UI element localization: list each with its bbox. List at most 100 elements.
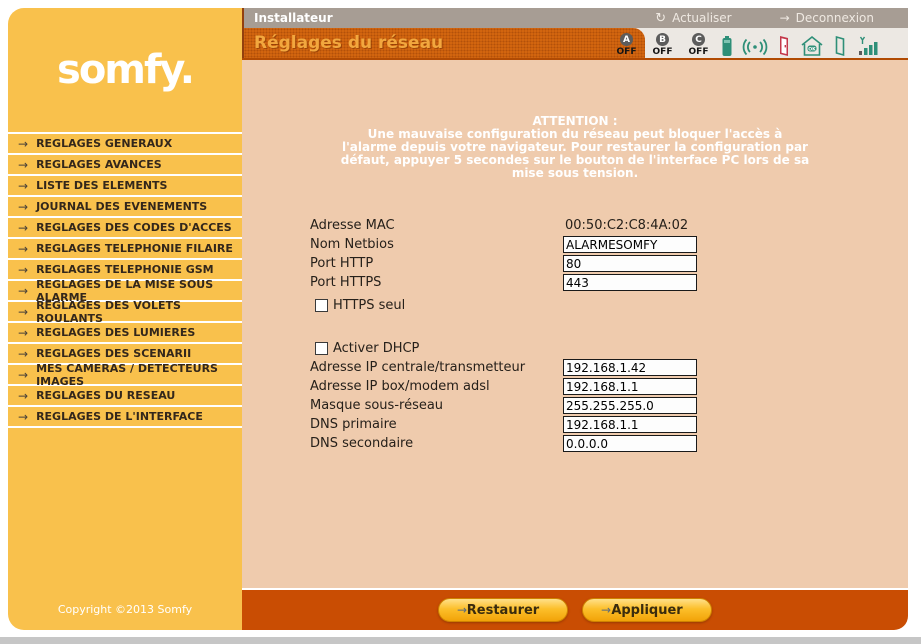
netbios-input[interactable] <box>563 236 697 253</box>
restore-button-label: Restaurer <box>466 602 540 618</box>
warning-title: ATTENTION : <box>532 114 618 128</box>
sidebar-item-label: REGLAGES DES SCENARII <box>36 347 192 360</box>
topbar: Installateur Actualiser Deconnexion <box>242 8 908 28</box>
horizontal-scrollbar[interactable] <box>0 637 921 644</box>
sidebar-item-label: REGLAGES DU RESEAU <box>36 389 176 402</box>
sidebar-item-reglages-generaux[interactable]: REGLAGES GENERAUX <box>8 134 242 155</box>
door-alert-icon <box>777 35 791 57</box>
zone-b-icon: B <box>656 33 669 46</box>
apply-button[interactable]: Appliquer <box>582 598 712 622</box>
subnet-mask-row: Masque sous-réseau <box>242 396 908 415</box>
arrow-right-icon <box>780 11 790 25</box>
arrow-right-icon <box>601 603 611 617</box>
sidebar-item-volets-roulants[interactable]: REGLAGES DES VOLETS ROULANTS <box>8 298 242 325</box>
sidebar-item-telephonie-gsm[interactable]: REGLAGES TELEPHONIE GSM <box>8 260 242 281</box>
sidebar-item-codes-acces[interactable]: REGLAGES DES CODES D'ACCES <box>8 218 242 239</box>
netbios-row: Nom Netbios <box>242 235 908 254</box>
refresh-label: Actualiser <box>672 11 732 25</box>
restore-button[interactable]: Restaurer <box>438 598 568 622</box>
sidebar-item-mise-sous-alarme[interactable]: REGLAGES DE LA MISE SOUS ALARME <box>8 278 242 304</box>
gateway-ip-label: Adresse IP box/modem adsl <box>310 379 490 394</box>
https-port-label: Port HTTPS <box>310 275 382 290</box>
dns-primary-input[interactable] <box>563 416 697 433</box>
zone-c-icon: C <box>692 33 705 46</box>
sidebar-item-journal-des-evenements[interactable]: JOURNAL DES EVENEMENTS <box>8 197 242 218</box>
https-only-checkbox[interactable] <box>315 299 328 312</box>
sidebar-item-label: REGLAGES DES VOLETS ROULANTS <box>36 298 181 325</box>
gateway-ip-row: Adresse IP box/modem adsl <box>242 377 908 396</box>
svg-text:OK: OK <box>808 46 816 52</box>
arrow-right-icon <box>18 179 28 193</box>
arrow-right-icon <box>18 347 28 361</box>
zone-a-status: A OFF <box>613 33 640 57</box>
central-ip-input[interactable] <box>563 359 697 376</box>
action-bar: Restaurer Appliquer <box>242 588 908 630</box>
network-settings-panel: ATTENTION : Une mauvaise configuration d… <box>242 60 908 588</box>
user-role-label: Installateur <box>254 11 333 25</box>
dns-primary-label: DNS primaire <box>310 417 397 432</box>
arrow-right-icon <box>18 242 28 256</box>
dhcp-checkbox[interactable] <box>315 342 328 355</box>
sidebar-item-label: LISTE DES ELEMENTS <box>36 179 168 192</box>
central-ip-label: Adresse IP centrale/transmetteur <box>310 360 526 375</box>
refresh-icon <box>655 11 666 26</box>
zone-b-status: B OFF <box>649 33 676 57</box>
sidebar-item-cameras-detecteurs[interactable]: MES CAMERAS / DETECTEURS IMAGES <box>8 361 242 388</box>
https-only-label: HTTPS seul <box>333 298 406 313</box>
https-port-input[interactable] <box>563 274 697 291</box>
warning-block: ATTENTION : Une mauvaise configuration d… <box>340 115 810 180</box>
apply-button-label: Appliquer <box>611 602 683 618</box>
gateway-ip-input[interactable] <box>563 378 697 395</box>
page-title-tab: Réglages du réseau <box>242 28 645 58</box>
somfy-logo: somfy. <box>57 47 195 93</box>
sidebar-item-label: REGLAGES TELEPHONIE GSM <box>36 263 214 276</box>
sidebar-item-reglages-avances[interactable]: REGLAGES AVANCES <box>8 155 242 176</box>
arrow-right-icon <box>18 410 28 424</box>
dns-secondary-label: DNS secondaire <box>310 436 414 451</box>
header-row: Réglages du réseau A OFF B OFF C OFF <box>242 28 908 60</box>
arrow-right-icon <box>18 158 28 172</box>
sidebar-item-label: MES CAMERAS / DETECTEURS IMAGES <box>36 361 218 388</box>
mac-address-row: Adresse MAC 00:50:C2:C8:4A:02 <box>242 216 908 235</box>
arrow-right-icon <box>18 389 28 403</box>
arrow-right-icon <box>18 284 28 298</box>
logout-link[interactable]: Deconnexion <box>780 11 874 25</box>
subnet-mask-label: Masque sous-réseau <box>310 398 444 413</box>
sidebar-item-label: REGLAGES AVANCES <box>36 158 162 171</box>
arrow-right-icon <box>457 603 467 617</box>
central-ip-row: Adresse IP centrale/transmetteur <box>242 358 908 377</box>
copyright-text: Copyright ©2013 Somfy <box>57 603 193 616</box>
zone-c-state: OFF <box>688 47 709 57</box>
arrow-right-icon <box>18 263 28 277</box>
sidebar-item-label: JOURNAL DES EVENEMENTS <box>36 200 208 213</box>
refresh-link[interactable]: Actualiser <box>655 11 732 26</box>
zone-a-icon: A <box>620 33 633 46</box>
network-form: Adresse MAC 00:50:C2:C8:4A:02 Nom Netbio… <box>242 216 908 453</box>
http-port-input[interactable] <box>563 255 697 272</box>
sidebar-item-liste-des-elements[interactable]: LISTE DES ELEMENTS <box>8 176 242 197</box>
sidebar-item-reseau[interactable]: REGLAGES DU RESEAU <box>8 386 242 407</box>
battery-icon <box>721 35 733 57</box>
sidebar-item-label: REGLAGES GENERAUX <box>36 137 173 150</box>
sidebar-item-telephonie-filaire[interactable]: REGLAGES TELEPHONIE FILAIRE <box>8 239 242 260</box>
dhcp-row: Activer DHCP <box>242 339 908 358</box>
page-title: Réglages du réseau <box>254 33 444 53</box>
arrow-right-icon <box>18 326 28 340</box>
zone-a-state: OFF <box>616 47 637 57</box>
arrow-right-icon <box>18 221 28 235</box>
dhcp-label: Activer DHCP <box>333 341 420 356</box>
subnet-mask-input[interactable] <box>563 397 697 414</box>
warning-body: Une mauvaise configuration du réseau peu… <box>340 127 810 180</box>
sidebar-item-scenarii[interactable]: REGLAGES DES SCENARII <box>8 344 242 365</box>
sidebar-item-lumieres[interactable]: REGLAGES DES LUMIERES <box>8 323 242 344</box>
sidebar-item-interface[interactable]: REGLAGES DE L'INTERFACE <box>8 407 242 428</box>
status-icon-bar: A OFF B OFF C OFF <box>613 31 882 57</box>
arrow-right-icon <box>18 200 28 214</box>
dns-secondary-input[interactable] <box>563 435 697 452</box>
mac-address-label: Adresse MAC <box>310 218 395 233</box>
http-port-row: Port HTTP <box>242 254 908 273</box>
https-only-row: HTTPS seul <box>242 296 908 315</box>
logout-label: Deconnexion <box>795 11 874 25</box>
dns-primary-row: DNS primaire <box>242 415 908 434</box>
